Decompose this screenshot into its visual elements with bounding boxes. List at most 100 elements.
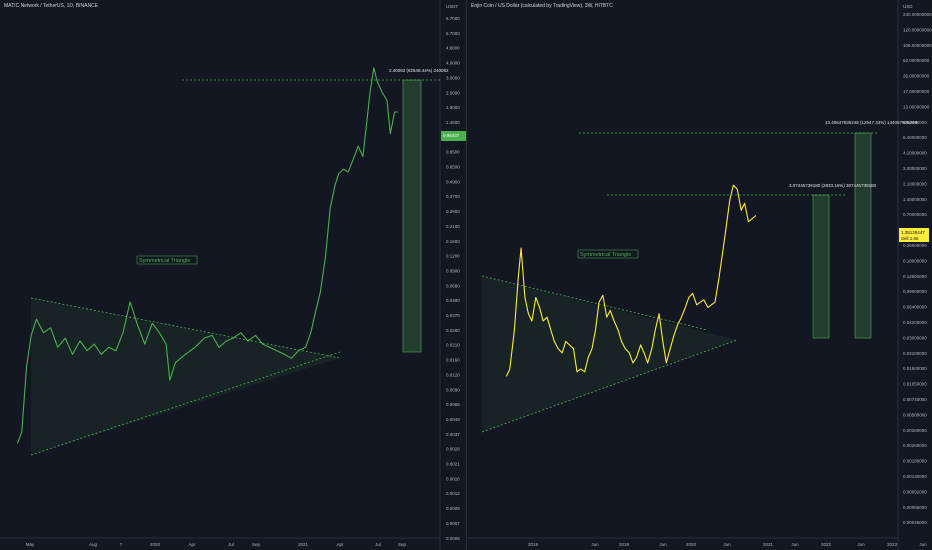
matic-price-tick: 6.7000 — [446, 16, 460, 21]
enj-price-tick: 0.00180000 — [903, 459, 927, 464]
matic-price-tick: 0.0021 — [446, 462, 460, 467]
enj-price-tick: 0.02100000 — [903, 351, 927, 356]
enj-price-line — [505, 184, 757, 377]
matic-price-tick: 3.0000 — [446, 75, 460, 80]
matic-pattern-label: Symmetrical Triangle — [139, 258, 190, 264]
enj-time-tick: 2020 — [686, 542, 697, 547]
enj-price-tick: 0.01050000 — [903, 382, 927, 387]
enj-price-tick: 4.20000000 — [903, 151, 927, 156]
matic-price-tick: 0.0016 — [446, 476, 460, 481]
enj-time-tick: Jun — [791, 542, 799, 547]
enj-measure-annotation-upper: 13.40647835248 (12547.33%) 13406783524B — [825, 120, 918, 125]
enj-price-tick: 0.26000000 — [903, 243, 927, 248]
enj-price-tick: 0.00046000 — [903, 520, 927, 525]
matic-time-tick: Jul — [375, 542, 381, 547]
enj-price-tick: 0.18000000 — [903, 258, 927, 263]
enj-price-tick: 0.00380000 — [903, 428, 927, 433]
matic-price-tick: 4.8000 — [446, 46, 460, 51]
matic-price-line — [16, 67, 398, 444]
enj-pattern-label-box — [577, 249, 639, 259]
enj-time-tick: 2019 — [619, 542, 630, 547]
enj-price-tick: 17.00000000 — [903, 89, 930, 94]
matic-price-tick: 0.2800 — [446, 209, 460, 214]
enj-chart-pane[interactable]: Enjin Coin / US Dollar (calculated by Tr… — [466, 0, 932, 550]
matic-time-tick: May — [26, 542, 35, 547]
enj-triangle-upper-line — [481, 275, 708, 331]
enj-price-tick: 0.04200000 — [903, 320, 927, 325]
enj-time-tick: Jun — [659, 542, 667, 547]
matic-price-tick: 0.0049 — [446, 417, 460, 422]
enj-price-tick: 2.10000000 — [903, 181, 927, 186]
enj-price-tick: 0.00130000 — [903, 474, 927, 479]
matic-measure-box — [402, 79, 422, 353]
enj-price-tick: 0.00260000 — [903, 443, 927, 448]
matic-price-tick: 0.0680 — [446, 283, 460, 288]
enj-measure-box-lower — [812, 194, 830, 339]
enj-price-tick: 1.40000000 — [903, 197, 927, 202]
enj-time-tick: 2023 — [887, 542, 898, 547]
enj-time-tick: Jun — [591, 542, 599, 547]
matic-price-tick: 0.2100 — [446, 224, 460, 229]
matic-price-tick: 0.0210 — [446, 343, 460, 348]
matic-time-tick: Sep — [252, 542, 261, 547]
matic-time-tick: Sep — [398, 542, 407, 547]
enj-triangle-lower-line — [481, 339, 738, 433]
matic-time-tick: 2021 — [298, 542, 309, 547]
matic-chart-pane[interactable]: MATIC Network / TetherUS, 1D, BINANCE US… — [0, 0, 466, 550]
matic-price-tick: 0.0065 — [446, 402, 460, 407]
matic-pattern-label-box — [136, 255, 198, 265]
matic-price-tick: 0.0900 — [446, 268, 460, 273]
enj-current-price-tag — [899, 228, 929, 242]
matic-price-tick: 0.0090 — [446, 387, 460, 392]
enj-price-tick: 0.06400000 — [903, 305, 927, 310]
enj-price-tick: 13.00000000 — [903, 104, 930, 109]
enj-price-tick: 0.00740000 — [903, 397, 927, 402]
enj-time-tick: Jun — [857, 542, 865, 547]
enj-price-tick: 106.00000000 — [903, 43, 932, 48]
matic-price-tick: 0.0490 — [446, 298, 460, 303]
matic-time-tick: 2020 — [150, 542, 161, 547]
matic-time-tick: Apr — [336, 542, 344, 547]
enj-price-tick: 3.00000000 — [903, 166, 927, 171]
enj-time-tick: Jun — [919, 542, 927, 547]
matic-time-tick: 7 — [120, 542, 123, 547]
matic-price-tick: 0.0012 — [446, 491, 460, 496]
enj-chart-svg[interactable]: USD 240.00000000 120.00000000 106.00000000 5… — [467, 0, 932, 550]
matic-price-tick: 0.8500 — [446, 150, 460, 155]
enj-price-tick: 120.00000000 — [903, 27, 932, 32]
matic-price-tick: 1.4500 — [446, 120, 460, 125]
matic-price-tick: 0.3700 — [446, 194, 460, 199]
enj-time-tick: Jun — [723, 542, 731, 547]
matic-price-tick: 0.0280 — [446, 328, 460, 333]
enj-triangle-area — [482, 276, 737, 432]
matic-price-tick: 0.0009 — [446, 506, 460, 511]
matic-time-tick: Aug — [89, 542, 98, 547]
enj-price-tick: 8.50000000 — [903, 120, 927, 125]
matic-chart-svg[interactable]: USDT 6.7000 5.7000 4.8000 4.0000 3.0000 2.5000… — [0, 0, 466, 550]
matic-price-tick: 0.1200 — [446, 254, 460, 259]
matic-price-tick: 0.0120 — [446, 372, 460, 377]
matic-price-tick: 0.0028 — [446, 447, 460, 452]
matic-time-tick: Jul — [228, 542, 234, 547]
matic-price-tick: 0.1600 — [446, 239, 460, 244]
matic-triangle-upper-line — [30, 297, 341, 359]
matic-price-tick: 1.9000 — [446, 105, 460, 110]
matic-triangle-area — [31, 298, 340, 455]
enj-time-tick: 2021 — [763, 542, 774, 547]
matic-price-tick: 0.0007 — [446, 521, 460, 526]
matic-price-tick: 0.0160 — [446, 358, 460, 363]
enj-price-tick: 0.12500000 — [903, 274, 927, 279]
enj-current-price-sub: Sell 1.65 — [901, 236, 919, 241]
enj-measure-annotation-lower: 3.07445739180 (2833.16%) 307445739180 — [789, 183, 877, 188]
matic-currency-label: USDT — [446, 4, 459, 9]
enj-price-tick: 0.03000000 — [903, 335, 927, 340]
enj-price-tick: 240.00000000 — [903, 12, 932, 17]
matic-price-tick: 0.0006 — [446, 536, 460, 541]
matic-time-tick: Apr — [188, 542, 196, 547]
matic-price-tick: 0.0037 — [446, 432, 460, 437]
enj-price-tick: 0.09000000 — [903, 289, 927, 294]
matic-current-price-text: 0.95437 — [443, 133, 460, 138]
matic-chart-title: MATIC Network / TetherUS, 1D, BINANCE — [4, 3, 99, 9]
matic-price-tick: 0.4900 — [446, 179, 460, 184]
